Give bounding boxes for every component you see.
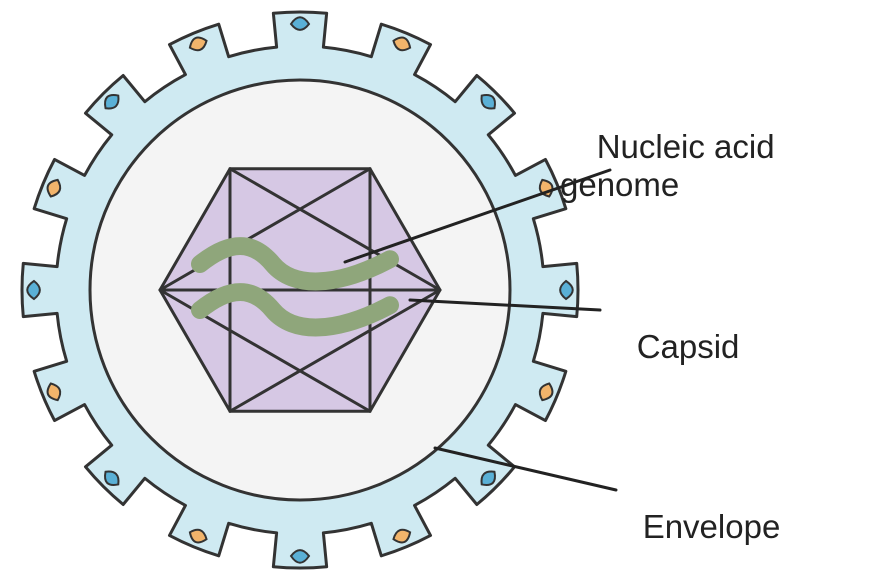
label-nucleic-acid-genome: Nucleic acid genome <box>560 90 775 242</box>
label-envelope: Envelope <box>606 470 780 584</box>
label-capsid: Capsid <box>600 290 739 404</box>
